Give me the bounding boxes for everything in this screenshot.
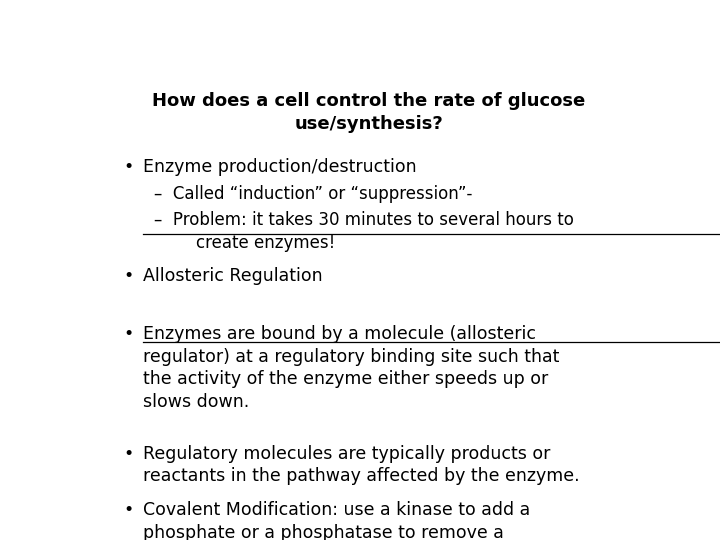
Text: How does a cell control the rate of glucose
use/synthesis?: How does a cell control the rate of gluc… bbox=[153, 92, 585, 133]
Text: •: • bbox=[124, 267, 134, 285]
Text: Enzyme production/destruction: Enzyme production/destruction bbox=[143, 158, 417, 177]
Text: •: • bbox=[124, 501, 134, 519]
Text: –  Problem: it takes 30 minutes to several hours to
        create enzymes!: – Problem: it takes 30 minutes to severa… bbox=[154, 211, 574, 252]
Text: Enzymes are bound by a molecule (allosteric
regulator) at a regulatory binding s: Enzymes are bound by a molecule (alloste… bbox=[143, 325, 559, 411]
Text: Allosteric Regulation: Allosteric Regulation bbox=[143, 267, 323, 285]
Text: •: • bbox=[124, 325, 134, 343]
Text: –  Called “induction” or “suppression”-: – Called “induction” or “suppression”- bbox=[154, 185, 472, 204]
Text: •: • bbox=[124, 444, 134, 462]
Text: Regulatory molecules are typically products or
reactants in the pathway affected: Regulatory molecules are typically produ… bbox=[143, 444, 580, 485]
Text: Covalent Modification: use a kinase to add a
phosphate or a phosphatase to remov: Covalent Modification: use a kinase to a… bbox=[143, 501, 552, 540]
Text: •: • bbox=[124, 158, 134, 177]
